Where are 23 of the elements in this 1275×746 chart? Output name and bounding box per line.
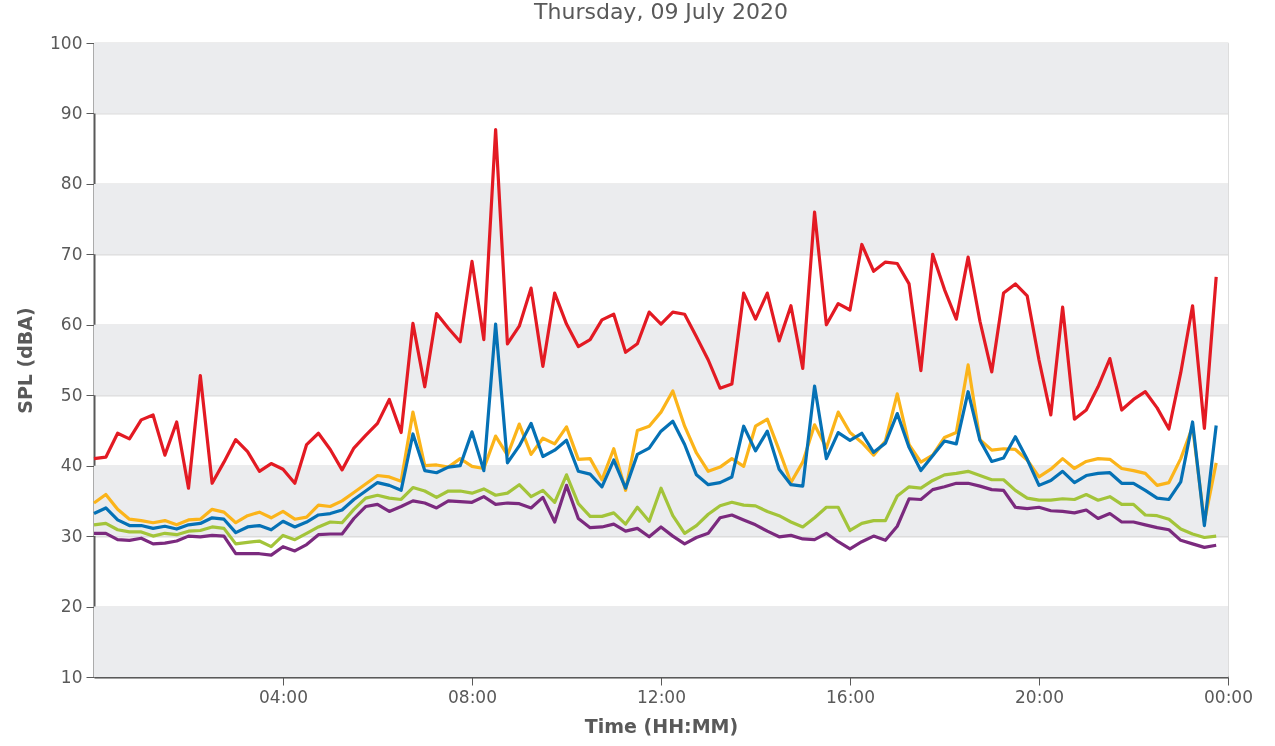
x-tick-label: 20:00 bbox=[1015, 686, 1064, 707]
y-axis-title: SPL (dBA) bbox=[14, 307, 37, 414]
y-tick-label: 90 bbox=[60, 102, 83, 123]
y-tick-label: 70 bbox=[60, 243, 83, 264]
y-tick-label: 100 bbox=[50, 32, 83, 53]
y-tick-label: 10 bbox=[60, 666, 83, 687]
y-tick-label: 80 bbox=[60, 173, 83, 194]
x-tick-label: 04:00 bbox=[259, 686, 308, 707]
x-tick-label: 16:00 bbox=[826, 686, 875, 707]
x-tick-label: 12:00 bbox=[637, 686, 686, 707]
y-tick-label: 60 bbox=[60, 314, 83, 335]
line-series bbox=[92, 128, 1218, 490]
y-tick-label: 40 bbox=[60, 455, 83, 476]
x-tick-label: 08:00 bbox=[448, 686, 497, 707]
chart-title: Thursday, 09 July 2020 bbox=[533, 0, 788, 24]
line-series bbox=[92, 481, 1218, 557]
y-tick-label: 20 bbox=[60, 596, 83, 617]
x-tick-label: 00:00 bbox=[1204, 686, 1253, 707]
y-tick-label: 50 bbox=[60, 384, 83, 405]
line-series bbox=[92, 469, 1218, 549]
line-series bbox=[92, 322, 1218, 535]
x-axis-title: Time (HH:MM) bbox=[584, 714, 739, 737]
y-tick-label: 30 bbox=[60, 525, 83, 546]
